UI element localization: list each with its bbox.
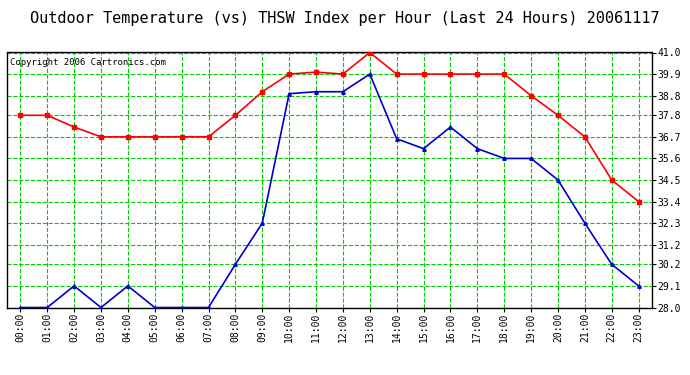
Text: Outdoor Temperature (vs) THSW Index per Hour (Last 24 Hours) 20061117: Outdoor Temperature (vs) THSW Index per … xyxy=(30,11,660,26)
Text: Copyright 2006 Cartronics.com: Copyright 2006 Cartronics.com xyxy=(10,58,166,67)
